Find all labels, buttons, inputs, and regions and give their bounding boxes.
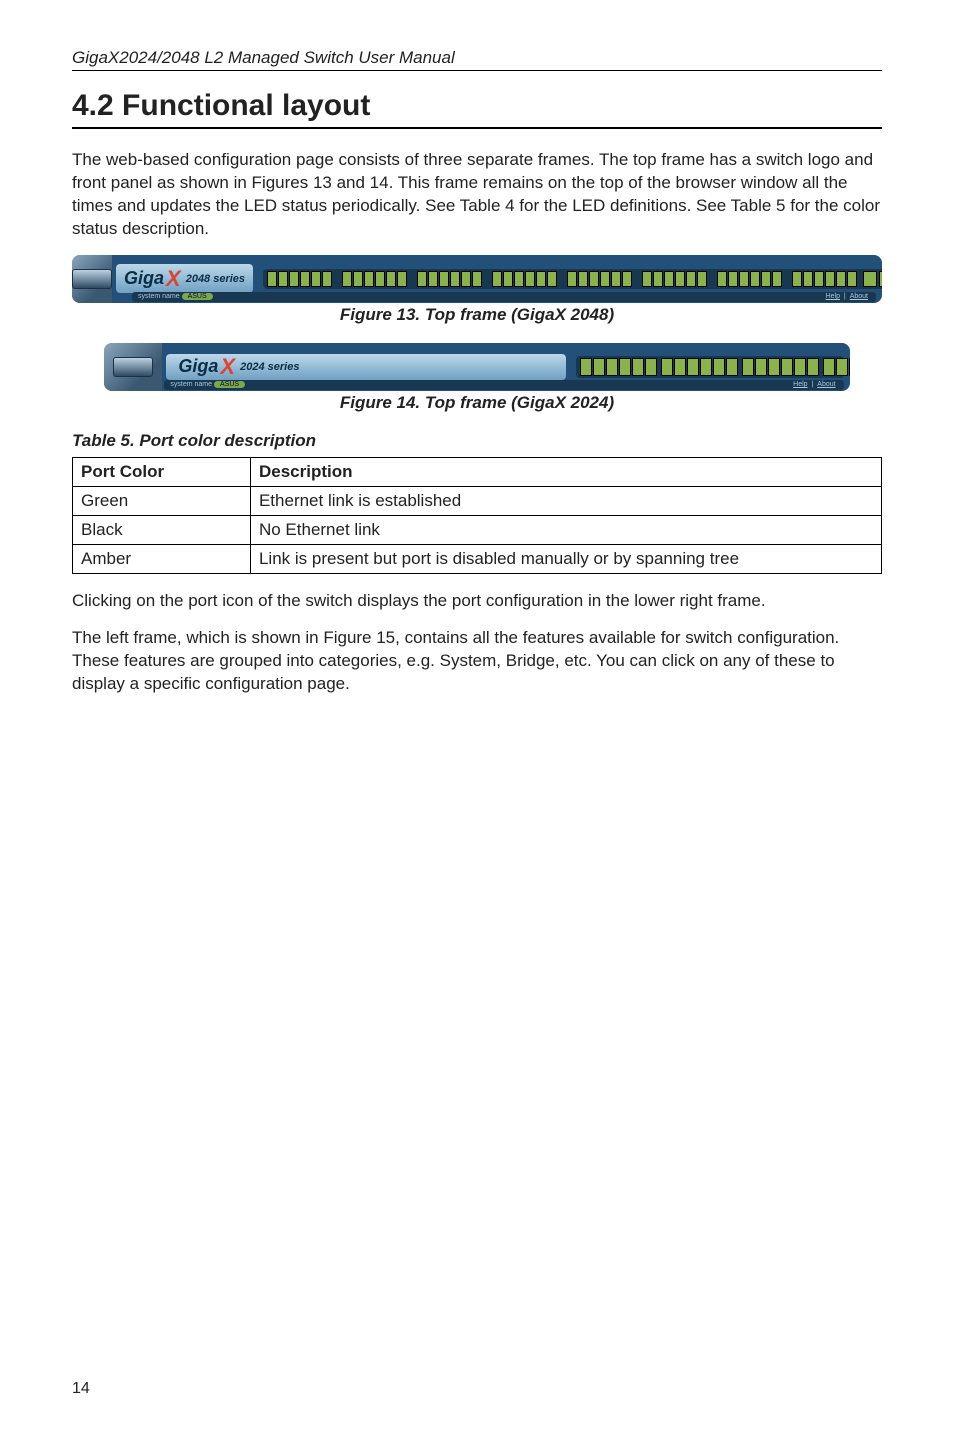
table-cell: No Ethernet link xyxy=(250,515,881,544)
logo-text: Giga xyxy=(178,356,218,377)
figure-13-image: GigaX 2048 series system name ASUS Help |… xyxy=(72,255,882,303)
table-header-cell: Port Color xyxy=(73,457,251,486)
logo-text: Giga xyxy=(124,268,164,289)
table-5: Port Color Description Green Ethernet li… xyxy=(72,457,882,574)
table-row: Black No Ethernet link xyxy=(73,515,882,544)
port-strip-48 xyxy=(263,269,882,289)
sysname-label: system name xyxy=(138,293,180,300)
figure-14-image: GigaX 2024 series system name ASUS Help |… xyxy=(104,343,849,391)
page-number: 14 xyxy=(72,1380,90,1398)
switch-bottom-bar: system name ASUS Help | About xyxy=(132,292,876,302)
switch-bottom-bar: system name ASUS Help | About xyxy=(164,380,843,390)
logo-x-icon: X xyxy=(166,266,181,292)
figure-13-caption: Figure 13. Top frame (GigaX 2048) xyxy=(72,305,882,325)
switch-thumbnail-icon xyxy=(72,255,112,303)
switch-logo: GigaX 2048 series xyxy=(116,264,253,293)
switch-logo: GigaX 2024 series xyxy=(170,354,307,380)
table-cell: Black xyxy=(73,515,251,544)
logo-x-icon: X xyxy=(220,354,235,380)
logo-series: 2024 series xyxy=(240,361,299,373)
table-header-row: Port Color Description xyxy=(73,457,882,486)
help-about-links: Help | About xyxy=(791,381,837,388)
table-cell: Ethernet link is established xyxy=(250,486,881,515)
sysname-value: ASUS xyxy=(182,293,213,300)
table-row: Amber Link is present but port is disabl… xyxy=(73,544,882,573)
table-header-cell: Description xyxy=(250,457,881,486)
paragraph-intro: The web-based configuration page consist… xyxy=(72,149,882,241)
table-cell: Link is present but port is disabled man… xyxy=(250,544,881,573)
switch-thumbnail-icon xyxy=(104,343,162,391)
sysname-value: ASUS xyxy=(214,381,245,388)
paragraph-port-click: Clicking on the port icon of the switch … xyxy=(72,590,882,613)
figure-14-caption: Figure 14. Top frame (GigaX 2024) xyxy=(72,393,882,413)
table-cell: Green xyxy=(73,486,251,515)
paragraph-left-frame: The left frame, which is shown in Figure… xyxy=(72,627,882,696)
help-about-links: Help | About xyxy=(824,293,870,300)
section-heading: 4.2 Functional layout xyxy=(72,89,882,129)
logo-series: 2048 series xyxy=(186,273,245,285)
running-header: GigaX2024/2048 L2 Managed Switch User Ma… xyxy=(72,48,882,71)
table-5-caption: Table 5. Port color description xyxy=(72,431,882,451)
table-row: Green Ethernet link is established xyxy=(73,486,882,515)
sysname-label: system name xyxy=(170,381,212,388)
table-cell: Amber xyxy=(73,544,251,573)
port-strip-24 xyxy=(576,356,844,378)
